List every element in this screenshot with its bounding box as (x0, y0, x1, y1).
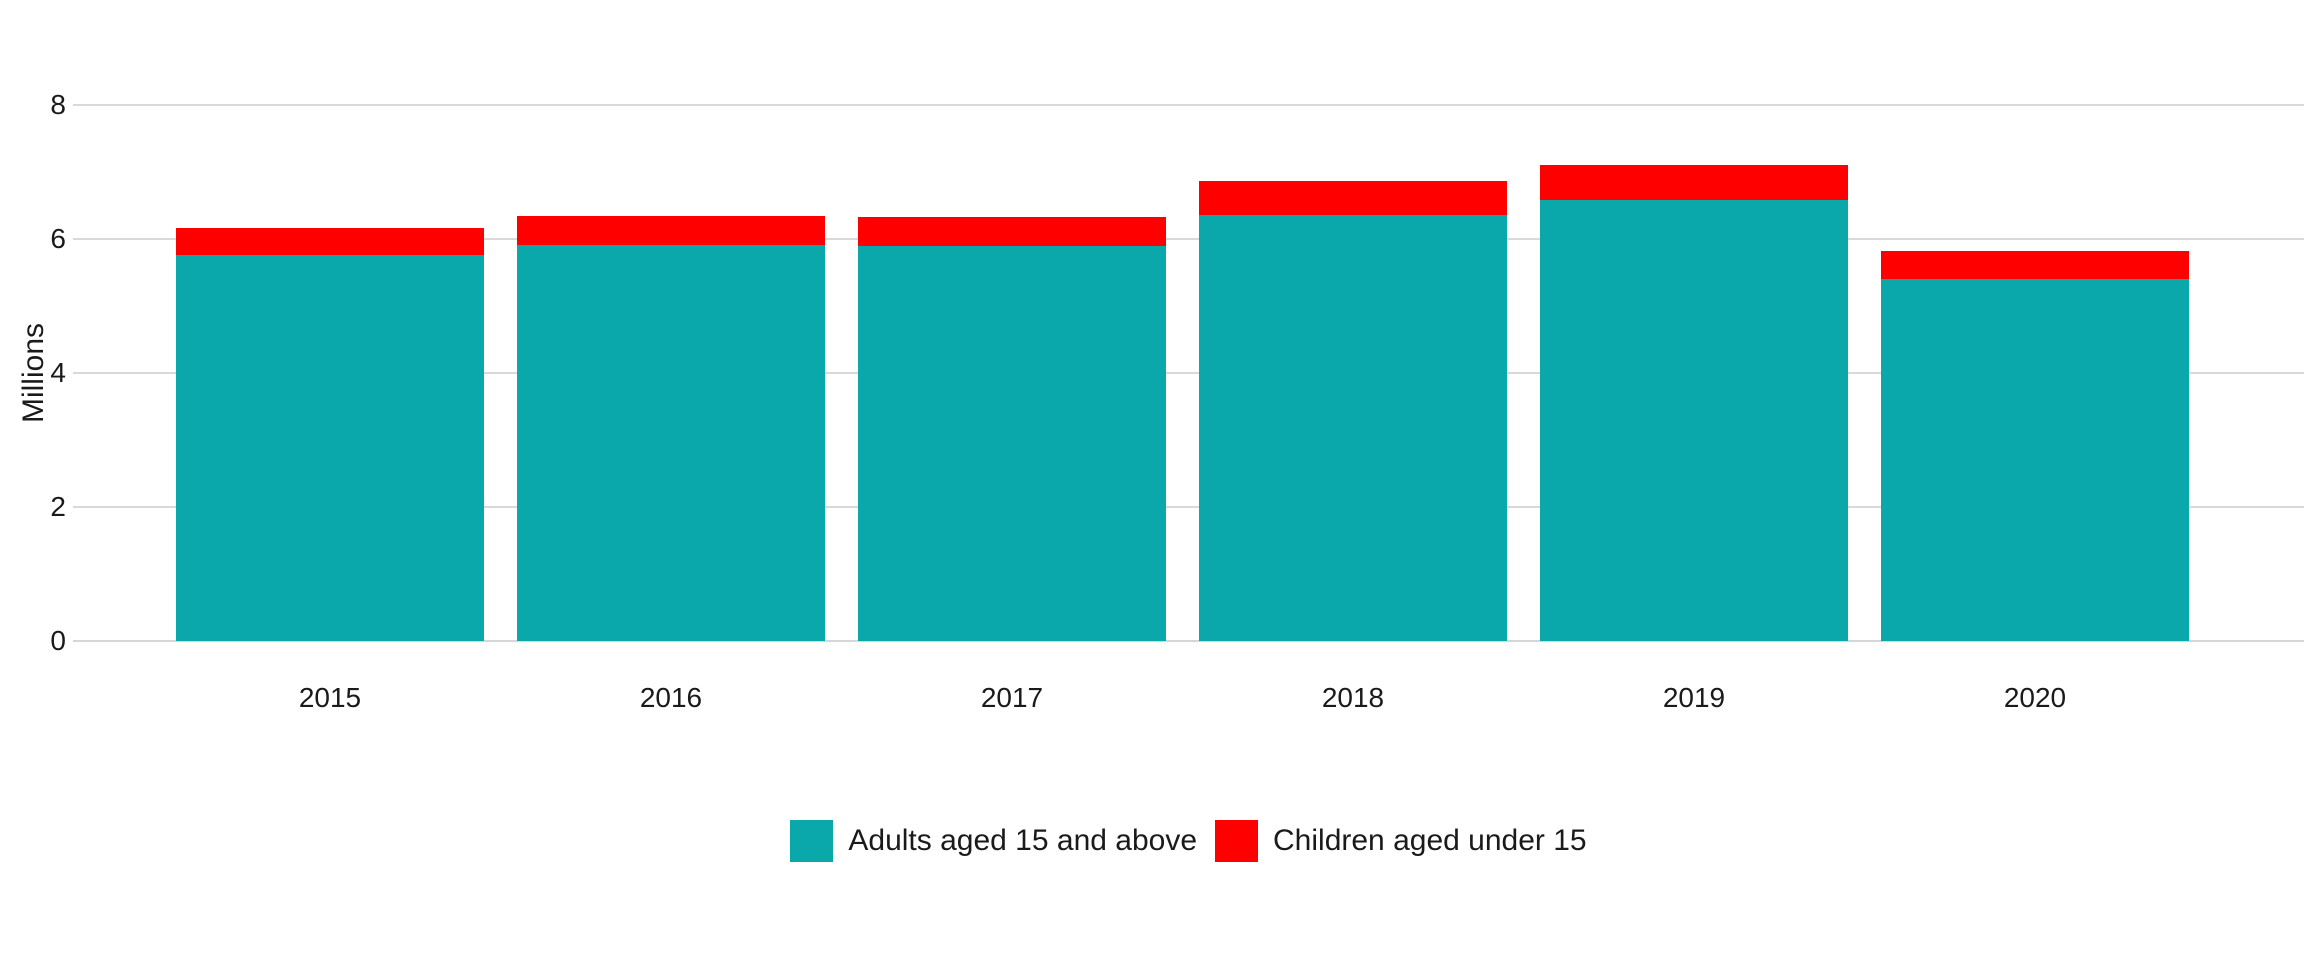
legend-label-adults-aged-15-and-above: Adults aged 15 and above (848, 824, 1198, 857)
y-tick-label-4: 4 (50, 357, 66, 388)
y-axis-title: Millions (17, 322, 50, 424)
y-tick-label-0: 0 (50, 625, 66, 656)
x-tick-label-2017: 2017 (980, 682, 1044, 713)
bar-segment-2020-adults-aged-15-and-above[interactable] (1881, 279, 2189, 641)
x-tick-label-2020: 2020 (2003, 682, 2067, 713)
bar-segment-2018-children-aged-under-15[interactable] (1199, 181, 1507, 215)
legend-label-children-aged-under-15: Children aged under 15 (1273, 824, 1587, 857)
bar-segment-2016-adults-aged-15-and-above[interactable] (517, 245, 825, 641)
plot-area: 0 2 4 6 8 2015 2016 2017 2018 2019 2020 Millions (17, 89, 2304, 713)
x-tick-label-2018: 2018 (1321, 682, 1385, 713)
bar-segment-2015-children-aged-under-15[interactable] (176, 228, 484, 255)
bar-segment-2019-children-aged-under-15[interactable] (1540, 165, 1848, 200)
gridline-y-0 (73, 640, 2304, 642)
legend-swatch-adults-aged-15-and-above (790, 820, 834, 862)
bar-segment-2016-children-aged-under-15[interactable] (517, 216, 825, 245)
legend: Adults aged 15 and above Children aged un… (73, 820, 2304, 862)
legend-item-children-aged-under-15[interactable]: Children aged under 15 (1215, 820, 1587, 862)
bar-segment-2020-children-aged-under-15[interactable] (1881, 251, 2189, 279)
bar-segment-2019-adults-aged-15-and-above[interactable] (1540, 200, 1848, 641)
bar-segment-2018-adults-aged-15-and-above[interactable] (1199, 215, 1507, 641)
gridline-y-2 (73, 506, 2304, 508)
legend-swatch-children-aged-under-15 (1215, 820, 1259, 862)
gridline-y-4 (73, 372, 2304, 374)
y-tick-label-6: 6 (50, 223, 66, 254)
bar-segment-2017-children-aged-under-15[interactable] (858, 217, 1166, 246)
gridline-y-6 (73, 238, 2304, 240)
gridline-y-8 (73, 104, 2304, 106)
bar-segment-2015-adults-aged-15-and-above[interactable] (176, 255, 484, 641)
x-tick-label-2016: 2016 (639, 682, 703, 713)
x-tick-label-2015: 2015 (298, 682, 362, 713)
y-tick-label-8: 8 (50, 89, 66, 120)
legend-item-adults-aged-15-and-above[interactable]: Adults aged 15 and above (790, 820, 1197, 862)
y-tick-label-2: 2 (50, 491, 66, 522)
bar-segment-2017-adults-aged-15-and-above[interactable] (858, 246, 1166, 641)
x-tick-label-2019: 2019 (1662, 682, 1726, 713)
